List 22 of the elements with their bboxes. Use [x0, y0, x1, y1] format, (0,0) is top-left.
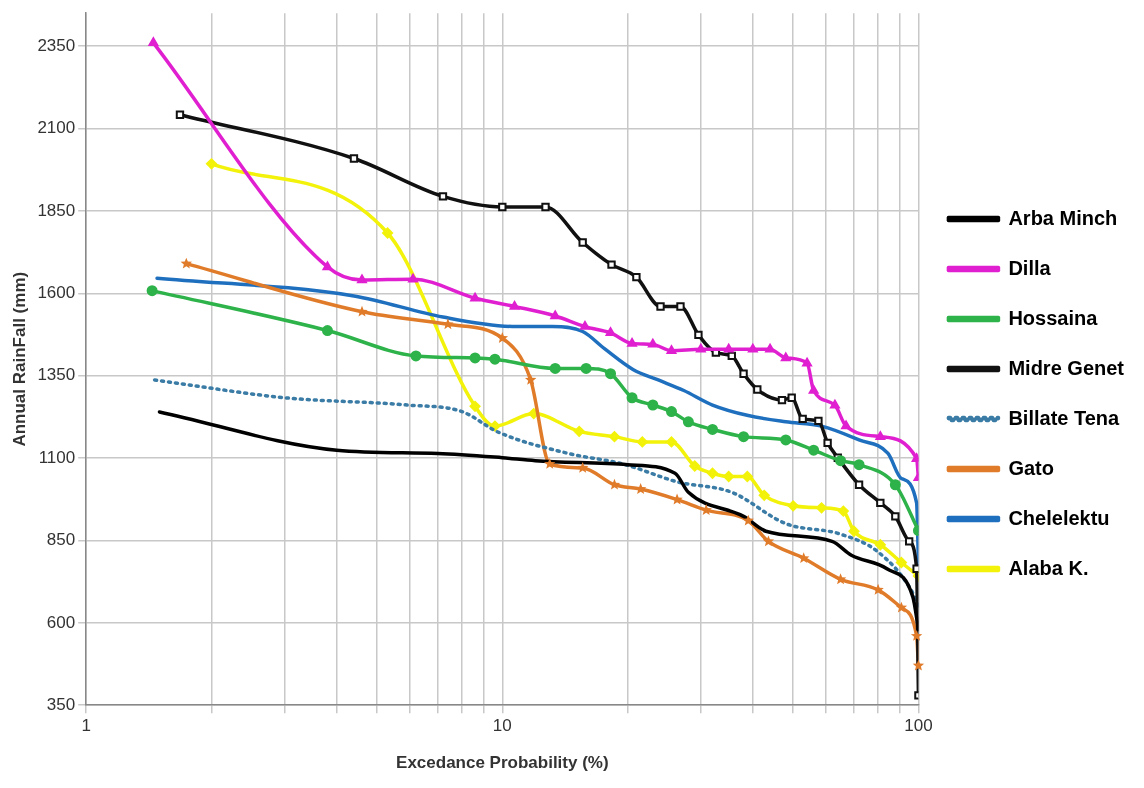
legend-label: Gato: [1008, 456, 1054, 479]
y-tick-label: 600: [46, 612, 76, 632]
y-axis-title: Annual RainFall (mm): [9, 271, 29, 447]
y-tick-label: 1100: [38, 447, 76, 467]
legend-label: Billate Tena: [1008, 406, 1121, 429]
x-axis-title: Excedance Probability (%): [396, 753, 609, 773]
x-tick-label: 1: [81, 716, 91, 736]
y-tick-label: 1850: [37, 200, 76, 220]
legend-label: Dilla: [1008, 256, 1052, 279]
legend-label: Chelelektu: [1008, 506, 1110, 529]
y-tick-label: 1350: [37, 365, 76, 385]
y-tick-label: 850: [46, 530, 76, 550]
legend-label: Midre Genet: [1008, 356, 1125, 379]
legend-label: Arba Minch: [1008, 206, 1118, 229]
y-tick-label: 1600: [37, 282, 76, 302]
legend-label: Hossaina: [1008, 306, 1099, 329]
y-tick-label: 2100: [37, 118, 76, 138]
y-tick-label: 2350: [37, 35, 76, 55]
x-tick-label: 10: [492, 716, 512, 736]
legend-label: Alaba K.: [1008, 556, 1089, 579]
x-tick-label: 100: [904, 716, 933, 736]
y-tick-label: 350: [46, 694, 76, 714]
